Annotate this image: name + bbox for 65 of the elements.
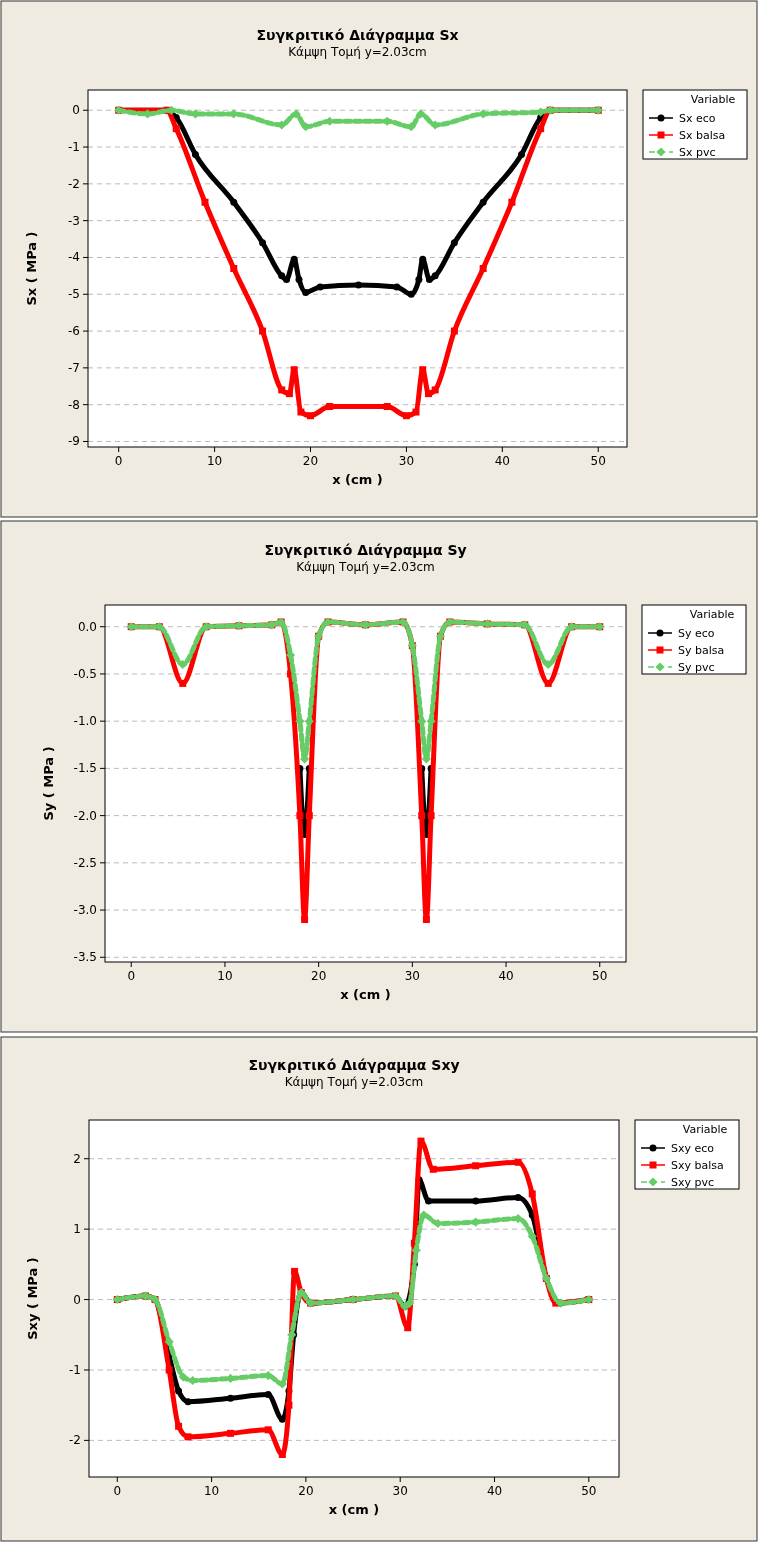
legend-label: Sxy eco xyxy=(671,1142,715,1155)
x-tick-label: 30 xyxy=(404,969,420,983)
y-tick-label: -5 xyxy=(68,287,80,302)
x-tick-label: 40 xyxy=(494,454,510,468)
x-tick-label: 40 xyxy=(498,969,514,983)
x-tick-label: 0 xyxy=(114,454,123,468)
y-tick-label: 0 xyxy=(73,1292,81,1307)
chart-title: Συγκριτικό Διάγραμμα Sx xyxy=(256,27,459,43)
x-tick-label: 20 xyxy=(302,454,319,468)
legend-label: Sxy pvc xyxy=(671,1176,715,1189)
chart-title: Συγκριτικό Διάγραμμα Sxy xyxy=(248,1057,460,1073)
legend-label: Sy balsa xyxy=(678,644,725,657)
chart-subtitle: Κάμψη Τομή y=2.03cm xyxy=(288,45,427,59)
y-tick-label: -7 xyxy=(68,360,80,375)
x-tick-label: 20 xyxy=(298,1484,314,1498)
x-tick-label: 10 xyxy=(217,969,233,983)
y-tick-label: -3 xyxy=(68,213,80,228)
x-axis-title: x (cm ) xyxy=(332,472,383,487)
y-tick-label: -3.0 xyxy=(73,903,97,918)
x-tick-label: 10 xyxy=(203,1484,220,1498)
y-tick-label: -3.5 xyxy=(73,950,97,965)
legend-label: Sxy balsa xyxy=(671,1159,724,1172)
y-axis-title: Sy ( MPa ) xyxy=(41,746,56,821)
x-tick-label: 0 xyxy=(127,969,136,983)
y-tick-label: -2.0 xyxy=(73,808,97,823)
y-axis-title: Sxy ( MPa ) xyxy=(25,1257,40,1340)
y-tick-label: -1 xyxy=(68,140,80,155)
x-tick-label: 40 xyxy=(486,1484,503,1498)
y-tick-label: -4 xyxy=(68,250,80,265)
y-tick-label: 0 xyxy=(72,103,80,118)
legend-label: Sy eco xyxy=(678,627,715,640)
x-tick-label: 0 xyxy=(113,1484,122,1498)
x-tick-label: 50 xyxy=(590,454,606,468)
x-tick-label: 20 xyxy=(311,969,327,983)
x-tick-label: 30 xyxy=(398,454,415,468)
y-tick-label: 1 xyxy=(73,1222,81,1237)
y-tick-label: -1 xyxy=(69,1362,81,1377)
x-axis-title: x (cm ) xyxy=(328,1502,380,1517)
legend-title: Variable xyxy=(690,93,736,106)
legend-label: Sx pvc xyxy=(679,146,716,159)
legend-label: Sy pvc xyxy=(678,661,715,674)
x-tick-label: 50 xyxy=(592,969,608,983)
x-axis-title: x (cm ) xyxy=(340,987,391,1002)
x-tick-label: 50 xyxy=(581,1484,597,1498)
y-tick-label: -0.5 xyxy=(73,666,97,681)
y-tick-label: -1.5 xyxy=(73,761,97,776)
y-tick-label: -2 xyxy=(68,176,80,191)
y-tick-label: 2 xyxy=(73,1151,81,1166)
x-tick-label: 30 xyxy=(392,1484,408,1498)
y-tick-label: -2.5 xyxy=(73,855,97,870)
legend-label: Sx balsa xyxy=(679,129,726,142)
legend-label: Sx eco xyxy=(679,112,716,125)
legend-title: Variable xyxy=(682,1123,728,1136)
y-axis-title: Sx ( MPa ) xyxy=(24,231,39,306)
chart-subtitle: Κάμψη Τομή y=2.03cm xyxy=(284,1075,424,1089)
y-tick-label: -9 xyxy=(68,434,80,449)
y-tick-label: -2 xyxy=(69,1433,81,1448)
y-tick-label: -8 xyxy=(68,397,80,412)
chart-title: Συγκριτικό Διάγραμμα Sy xyxy=(264,542,467,558)
legend-title: Variable xyxy=(689,608,735,621)
y-tick-label: -6 xyxy=(68,324,80,339)
y-tick-label: 0.0 xyxy=(77,619,97,634)
y-tick-label: -1.0 xyxy=(73,714,97,729)
x-tick-label: 10 xyxy=(206,454,223,468)
chart-subtitle: Κάμψη Τομή y=2.03cm xyxy=(296,560,435,574)
